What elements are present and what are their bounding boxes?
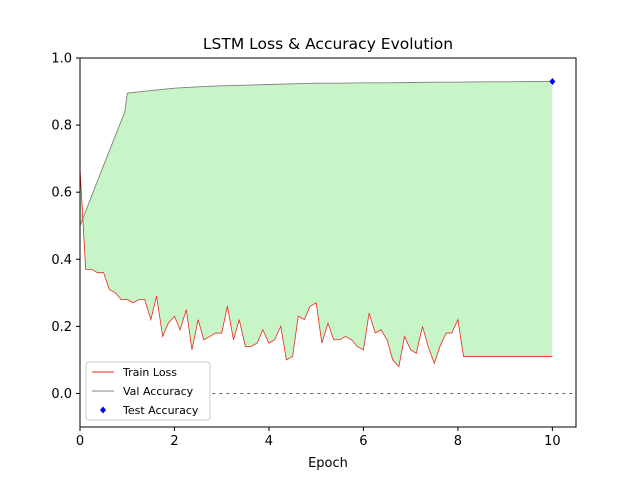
legend: Train Loss Val Accuracy Test Accuracy [85,361,211,421]
x-tick-label: 10 [544,434,561,449]
y-axis-ticks: 0.0 0.2 0.4 0.6 0.8 1.0 [51,52,80,402]
y-tick-label: 1.0 [51,52,72,67]
legend-label-test-accuracy: Test Accuracy [122,404,199,417]
x-tick-label: 0 [76,434,84,449]
x-tick-label: 4 [265,434,273,449]
plot-area [79,77,574,394]
x-tick-label: 2 [170,434,178,449]
x-axis-label: Epoch [308,456,348,471]
series-points-test-accuracy [549,77,556,85]
y-tick-label: 0.0 [51,387,72,402]
fill-between-area [80,81,553,367]
test-accuracy-point [549,77,556,85]
y-tick-label: 0.8 [51,119,72,134]
legend-swatch-test-accuracy [100,406,106,414]
x-tick-label: 6 [359,434,367,449]
series-line-train-loss [79,168,553,368]
series-line-val-accuracy [79,81,553,226]
chart-title: LSTM Loss & Accuracy Evolution [203,35,453,53]
x-axis-ticks: 0 2 4 6 8 10 [76,427,561,449]
y-tick-label: 0.2 [51,320,72,335]
y-tick-label: 0.6 [51,186,72,201]
plot-frame [79,57,577,428]
x-tick-label: 8 [454,434,462,449]
legend-box [85,361,211,421]
y-tick-label: 0.4 [51,253,72,268]
legend-label-val-accuracy: Val Accuracy [123,385,194,398]
legend-label-train-loss: Train Loss [122,366,177,379]
